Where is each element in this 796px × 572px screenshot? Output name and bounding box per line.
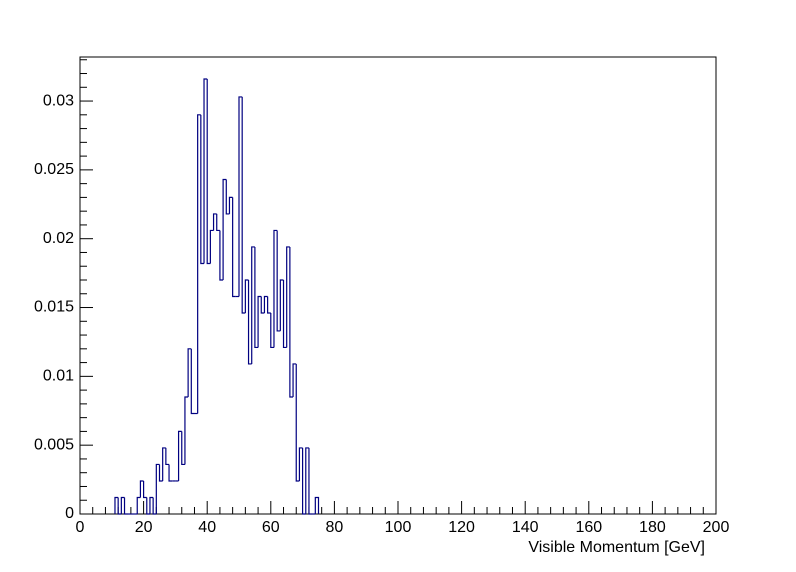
histogram-bin [168,464,173,482]
x-tick-label: 140 [512,519,539,536]
histogram-bin [187,348,192,397]
histogram-bin [286,246,290,348]
histogram-bin [149,496,154,514]
histogram-bin [190,348,195,415]
plot-frame [79,56,717,515]
x-tick-label: 200 [703,519,730,536]
histogram-bin [298,447,303,481]
histogram-bin [232,197,236,298]
histogram-bin [292,363,297,397]
x-tick-label: 20 [135,519,153,536]
histogram-bin [302,447,306,515]
histogram-bin [267,296,271,314]
histogram-bin [251,246,255,364]
histogram-bin [273,229,278,348]
histogram-bin [120,496,125,514]
histogram-bin [155,463,160,514]
histogram-bin [200,114,205,265]
histogram-bin [282,279,287,349]
histogram-bin [197,114,201,414]
histogram-bin [238,96,243,297]
histogram-bin [184,396,189,465]
x-tick-label: 100 [385,519,412,536]
histogram-bin [212,213,217,231]
histogram-bin [270,313,274,349]
histogram-bin [263,295,268,314]
y-tick-label: 0.03 [43,92,74,109]
histogram-bin [162,447,166,481]
histogram-bin [203,78,208,264]
histogram-bin [305,447,309,514]
histogram-bin [222,178,227,280]
y-tick-label: 0.005 [34,436,74,453]
histogram-bin [165,447,170,466]
x-tick-label: 40 [198,519,216,536]
histogram-bin [114,496,119,514]
histogram-bin [152,497,157,515]
histogram-bin [206,79,211,265]
histogram-bin [289,246,294,398]
x-tick-label: 0 [76,519,85,536]
histogram-bin [177,430,182,481]
histogram-bin [143,480,147,499]
histogram-bin [314,496,320,514]
x-tick-label: 160 [575,519,602,536]
x-tick-label: 180 [639,519,666,536]
histogram-bin [139,480,144,498]
histogram-bin [247,279,252,365]
histogram-bin [209,229,214,264]
histogram-bin [219,230,224,281]
histogram-bin [260,296,265,314]
histogram-bin [257,295,262,348]
histogram-bin [308,447,313,515]
histogram-bin [225,179,230,215]
histogram-bin [228,196,233,214]
histogram-bin [181,431,185,466]
histogram-bin [158,464,163,482]
histogram-bin [117,497,122,515]
histogram-bin [146,497,150,515]
histogram-bin [216,213,220,232]
x-tick-label: 80 [326,519,344,536]
x-tick-label: 60 [262,519,280,536]
histogram-bin [244,279,249,314]
histogram-bin [276,230,281,332]
y-tick-label: 0.015 [34,299,74,316]
y-tick-label: 0 [65,505,74,522]
y-tick-label: 0.02 [43,230,74,247]
histogram-bin [295,363,300,482]
x-tick-label: 120 [448,519,475,536]
histogram-bin [136,496,141,514]
y-tick-label: 0.025 [34,161,74,178]
histogram-bin [254,246,259,349]
x-axis-label: Visible Momentum [GeV] [528,539,705,556]
histogram-bin [241,96,246,314]
y-tick-label: 0.01 [43,368,74,385]
histogram-bin [279,279,284,331]
histogram-bin [123,497,128,515]
